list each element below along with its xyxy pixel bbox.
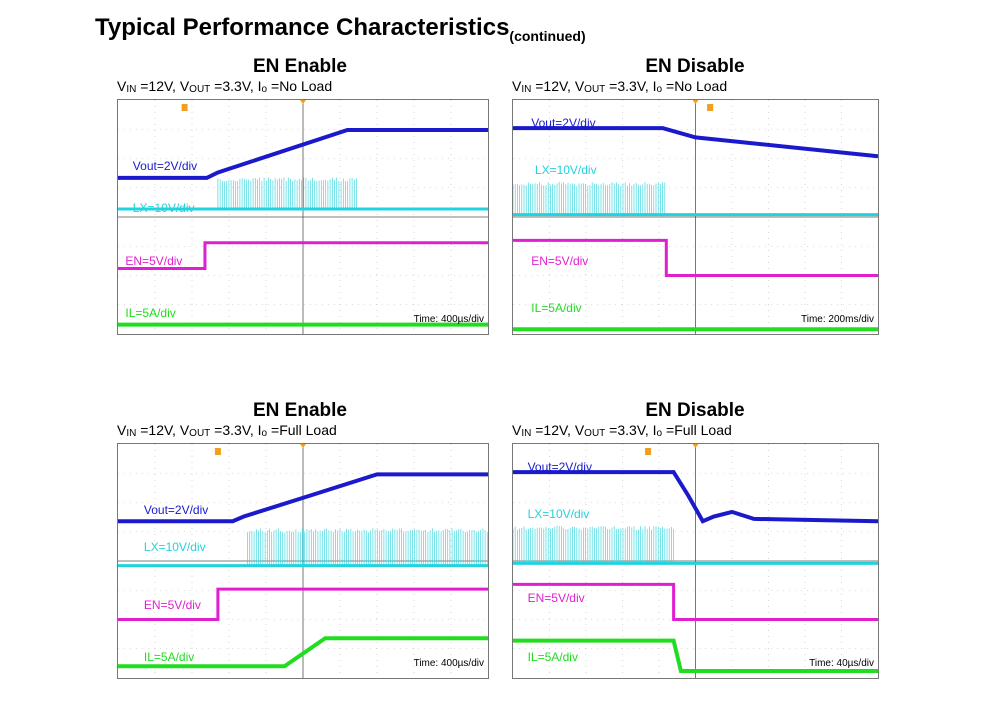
en-scale-label: EN=5V/div <box>125 254 182 268</box>
vout-value: 3.3V <box>617 422 645 438</box>
panel-title: EN Disable <box>505 56 885 78</box>
il-scale-label: IL=5A/div <box>125 306 175 320</box>
oscilloscope-plot: Vout=2V/div LX=10V/div EN=5V/div IL=5A/div T… <box>117 99 489 335</box>
en-scale-label: EN=5V/div <box>528 591 585 605</box>
panel-conditions: VIN =12V, VOUT =3.3V, Io =Full Load <box>117 422 337 439</box>
trigger-position-icon <box>300 444 306 448</box>
heading-title: Typical Performance Characteristics <box>95 14 509 41</box>
panel-conditions: VIN =12V, VOUT =3.3V, Io =No Load <box>512 78 727 95</box>
waveform-svg <box>513 444 878 678</box>
panel-title: EN Disable <box>505 400 885 422</box>
time-scale-label: Time: 400µs/div <box>414 314 484 325</box>
oscilloscope-plot: Vout=2V/div LX=10V/div EN=5V/div IL=5A/div T… <box>512 443 879 679</box>
vin-value: 12V <box>148 422 172 438</box>
time-scale-label: Time: 400µs/div <box>414 658 484 669</box>
io-value: No Load <box>279 78 332 94</box>
io-value: Full Load <box>674 422 732 438</box>
trigger-marker-icon <box>215 448 221 455</box>
panel-conditions: VIN =12V, VOUT =3.3V, Io =Full Load <box>512 422 732 439</box>
lx-scale-label: LX=10V/div <box>133 201 195 215</box>
waveform-svg <box>513 100 878 334</box>
oscilloscope-plot: Vout=2V/div LX=10V/div EN=5V/div IL=5A/div T… <box>117 443 489 679</box>
trigger-position-icon <box>300 100 306 104</box>
waveform-svg <box>118 444 488 678</box>
lx-scale-label: LX=10V/div <box>144 540 206 554</box>
trigger-marker-icon <box>707 104 713 111</box>
oscilloscope-plot: Vout=2V/div LX=10V/div EN=5V/div IL=5A/div T… <box>512 99 879 335</box>
vout-scale-label: Vout=2V/div <box>133 159 197 173</box>
trigger-position-icon <box>693 100 699 104</box>
lx-scale-label: LX=10V/div <box>535 163 597 177</box>
panel-conditions: VIN =12V, VOUT =3.3V, Io =No Load <box>117 78 332 95</box>
il-scale-label: IL=5A/div <box>528 650 578 664</box>
section-heading: Typical Performance Characteristics(cont… <box>95 14 586 42</box>
vout-scale-label: Vout=2V/div <box>531 116 595 130</box>
time-scale-label: Time: 40µs/div <box>809 658 874 669</box>
time-scale-label: Time: 200ms/div <box>801 314 874 325</box>
en-scale-label: EN=5V/div <box>531 254 588 268</box>
trigger-marker-icon <box>645 448 651 455</box>
vout-scale-label: Vout=2V/div <box>144 503 208 517</box>
trigger-marker-icon <box>182 104 188 111</box>
io-value: No Load <box>674 78 727 94</box>
trigger-position-icon <box>693 444 699 448</box>
vout-scale-label: Vout=2V/div <box>528 460 592 474</box>
panel-title: EN Enable <box>110 56 490 78</box>
panel-title: EN Enable <box>110 400 490 422</box>
vin-value: 12V <box>148 78 172 94</box>
io-value: Full Load <box>279 422 337 438</box>
vout-value: 3.3V <box>617 78 645 94</box>
il-scale-label: IL=5A/div <box>144 650 194 664</box>
datasheet-page: Typical Performance Characteristics(cont… <box>0 0 991 715</box>
vout-value: 3.3V <box>222 422 250 438</box>
vin-value: 12V <box>543 78 567 94</box>
lx-scale-label: LX=10V/div <box>528 507 590 521</box>
en-scale-label: EN=5V/div <box>144 598 201 612</box>
il-scale-label: IL=5A/div <box>531 301 581 315</box>
vout-value: 3.3V <box>222 78 250 94</box>
vin-value: 12V <box>543 422 567 438</box>
waveform-svg <box>118 100 488 334</box>
heading-suffix: (continued) <box>509 28 585 44</box>
